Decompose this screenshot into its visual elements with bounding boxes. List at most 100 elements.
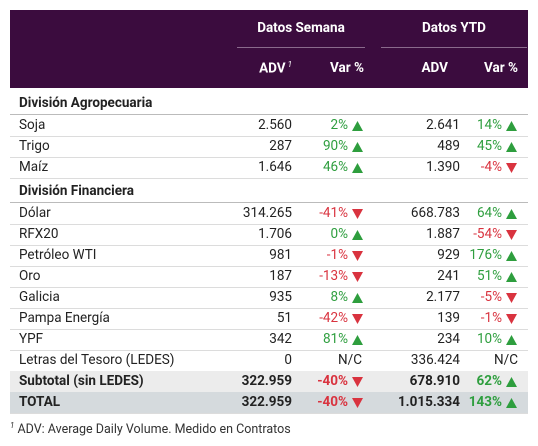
- arrow-shape: [352, 251, 363, 261]
- arrow-shape: [506, 209, 517, 219]
- cell-adv: 51: [276, 310, 292, 326]
- row-label: Letras del Tesoro (LEDES): [19, 352, 175, 368]
- cell-var: -4%: [480, 159, 502, 175]
- row-label: Trigo: [19, 138, 50, 154]
- cell-adv: 929: [437, 247, 460, 263]
- row-label: Dólar: [19, 205, 51, 221]
- cell-adv: 342: [269, 331, 292, 347]
- cell-adv: 241: [437, 268, 460, 284]
- cell-var: -1%: [326, 247, 348, 263]
- header-bg: [10, 10, 528, 88]
- footnote-mark: 1: [10, 421, 15, 430]
- cell-var: 51%: [476, 268, 502, 284]
- cell-var: 176%: [469, 247, 502, 263]
- section-title: División Agropecuaria: [19, 95, 153, 111]
- arrow-up: [352, 230, 363, 240]
- arrow-down: [352, 272, 363, 282]
- cell-adv: 1.887: [426, 226, 460, 242]
- row-rule: [10, 136, 528, 137]
- row-rule: [10, 308, 528, 309]
- cell-var: 64%: [476, 205, 502, 221]
- arrow-up: [506, 398, 517, 408]
- row-label: Oro: [19, 268, 41, 284]
- arrow-shape: [352, 230, 363, 240]
- row-rule: [10, 178, 528, 179]
- row-label: Maíz: [19, 159, 49, 175]
- cell-var: -40%: [317, 373, 348, 389]
- arrow-shape: [352, 272, 363, 282]
- cell-adv: 678.910: [409, 373, 460, 389]
- arrow-up: [506, 121, 517, 131]
- arrow-shape: [506, 230, 517, 240]
- cell-var: -41%: [319, 205, 348, 221]
- arrow-shape: [352, 293, 363, 303]
- row-rule: [10, 245, 528, 246]
- footnote-ref: 1: [287, 60, 292, 69]
- row-rule: [10, 266, 528, 267]
- group-rule: [237, 47, 365, 48]
- arrow-up: [506, 272, 517, 282]
- arrow-up: [506, 377, 517, 387]
- arrow-shape: [352, 121, 363, 131]
- column-header: ADV: [421, 60, 448, 76]
- arrow-up: [506, 251, 517, 261]
- row-label: Pampa Energía: [19, 310, 110, 326]
- cell-var: -1%: [480, 310, 502, 326]
- cell-var: 45%: [476, 138, 502, 154]
- arrow-up: [352, 335, 363, 345]
- cell-var: 0%: [330, 226, 348, 242]
- arrow-down: [506, 293, 517, 303]
- arrow-shape: [352, 142, 363, 152]
- cell-var: -42%: [319, 310, 348, 326]
- cell-adv: 336.424: [410, 352, 460, 368]
- cell-var: 10%: [476, 331, 502, 347]
- cell-var: 62%: [476, 373, 502, 389]
- row-label: Subtotal (sin LEDES): [19, 373, 144, 389]
- arrow-down: [352, 209, 363, 219]
- arrow-shape: [506, 335, 517, 345]
- cell-adv: 0: [284, 352, 292, 368]
- cell-adv: 187: [269, 268, 292, 284]
- group-rule: [381, 47, 527, 48]
- cell-adv: 668.783: [410, 205, 460, 221]
- arrow-down: [506, 314, 517, 324]
- group-header: Datos YTD: [422, 20, 486, 36]
- arrow-shape: [506, 121, 517, 131]
- arrow-shape: [506, 398, 517, 408]
- row-label: Galicia: [19, 289, 60, 305]
- arrow-shape: [506, 142, 517, 152]
- row-label: YPF: [19, 331, 44, 347]
- arrow-shape: [352, 335, 363, 345]
- cell-var: 46%: [322, 159, 348, 175]
- arrow-up: [506, 142, 517, 152]
- cell-var: 2%: [330, 117, 348, 133]
- cell-adv: 1.646: [258, 159, 292, 175]
- row-rule: [10, 350, 528, 351]
- cell-var: 81%: [322, 331, 348, 347]
- column-header: Var %: [483, 60, 518, 76]
- cell-adv: 1.706: [258, 226, 292, 242]
- arrow-up: [506, 335, 517, 345]
- arrow-down: [352, 314, 363, 324]
- cell-adv: 322.959: [241, 373, 292, 389]
- cell-adv: 2.177: [426, 289, 460, 305]
- arrow-shape: [352, 314, 363, 324]
- cell-var: 90%: [322, 138, 348, 154]
- arrow-up: [506, 209, 517, 219]
- cell-adv: 489: [437, 138, 460, 154]
- arrow-up: [352, 293, 363, 303]
- footnote: 1 ADV: Average Daily Volume. Medido en C…: [10, 421, 291, 437]
- section-rule: [10, 114, 528, 115]
- group-header: Datos Semana: [257, 20, 345, 36]
- section-title: División Financiera: [19, 183, 134, 199]
- cell-var: 14%: [476, 117, 502, 133]
- arrow-shape: [506, 293, 517, 303]
- cell-adv: 2.560: [258, 117, 292, 133]
- cell-var: -40%: [317, 394, 348, 410]
- row-label: Petróleo WTI: [19, 247, 97, 263]
- arrow-shape: [352, 209, 363, 219]
- cell-adv: 2.641: [426, 117, 460, 133]
- arrow-shape: [352, 398, 363, 408]
- arrow-down: [506, 230, 517, 240]
